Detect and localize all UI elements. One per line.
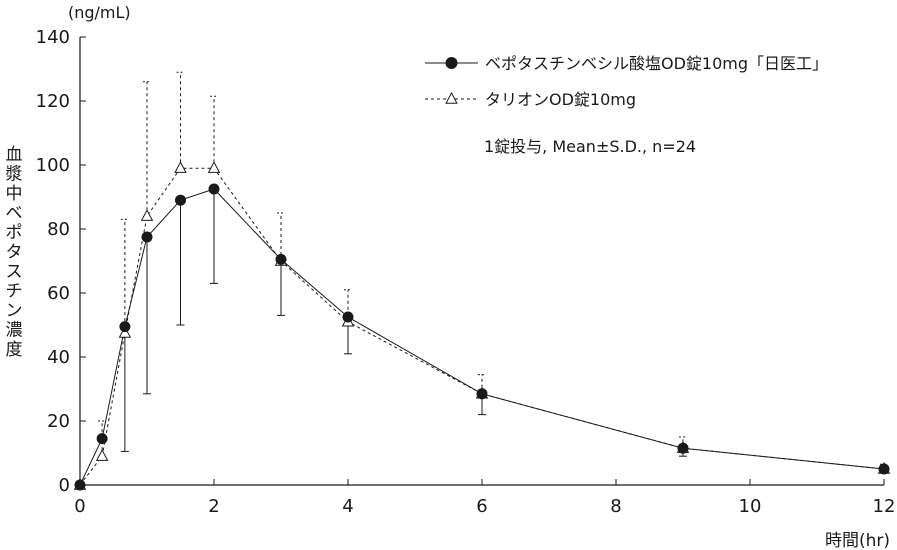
series-2-point <box>174 161 187 173</box>
series-1-point <box>677 442 689 454</box>
legend-label-series-2: タリオンOD錠10mg <box>485 90 636 109</box>
x-tick-label: 8 <box>610 496 621 517</box>
x-tick-label: 4 <box>342 496 353 517</box>
y-unit-label: (ng/mL) <box>68 3 131 22</box>
y-tick-label: 140 <box>36 27 70 48</box>
x-tick-label: 0 <box>74 496 85 517</box>
error-bars <box>98 71 888 473</box>
legend: ベポタスチンベシル酸塩OD錠10mg「日医工」 タリオンOD錠10mg 1錠投与… <box>425 54 828 156</box>
series-markers <box>73 161 891 491</box>
y-tick-label: 100 <box>36 155 70 176</box>
series-lines <box>79 167 885 486</box>
series-2-point <box>207 161 221 173</box>
axes <box>79 37 884 486</box>
legend-marker-series-2 <box>445 91 458 104</box>
y-tick-label: 20 <box>47 411 70 432</box>
series-1-point <box>208 183 220 195</box>
x-tick-label: 6 <box>476 496 487 517</box>
series-2-line <box>79 167 885 486</box>
series-2-point <box>140 209 154 221</box>
series-1-point <box>878 463 890 475</box>
series-1-point <box>342 311 354 323</box>
x-tick-label: 10 <box>739 496 762 517</box>
y-axis-title: 血漿中ベポタスチン濃度 <box>6 145 23 360</box>
x-tick-label: 12 <box>873 496 896 517</box>
series-1-point <box>141 231 153 243</box>
series-1-point <box>275 253 287 265</box>
x-axis-title: 時間(hr) <box>825 531 890 550</box>
series-1-point <box>476 388 488 400</box>
series-1-point <box>74 479 86 491</box>
ticks: 0 20 40 60 80 100 120 140 0 2 4 6 8 10 12 <box>36 27 896 517</box>
y-tick-label: 80 <box>47 219 70 240</box>
y-axis-title-text: 血漿中ベポタスチン濃度 <box>6 145 23 360</box>
y-tick-label: 120 <box>36 91 70 112</box>
series-1-point <box>175 194 186 206</box>
legend-note: 1錠投与, Mean±S.D., n=24 <box>484 137 696 156</box>
x-tick-label: 2 <box>208 496 219 517</box>
y-tick-label: 60 <box>47 283 70 304</box>
legend-marker-series-1 <box>445 57 458 69</box>
series-2-point <box>95 449 109 461</box>
series-1-point <box>119 321 131 333</box>
series-1-point <box>96 433 108 445</box>
y-tick-label: 40 <box>47 347 70 368</box>
series-1-line <box>79 188 885 486</box>
y-tick-label: 0 <box>59 475 70 496</box>
legend-label-series-1: ベポタスチンベシル酸塩OD錠10mg「日医工」 <box>485 54 828 73</box>
